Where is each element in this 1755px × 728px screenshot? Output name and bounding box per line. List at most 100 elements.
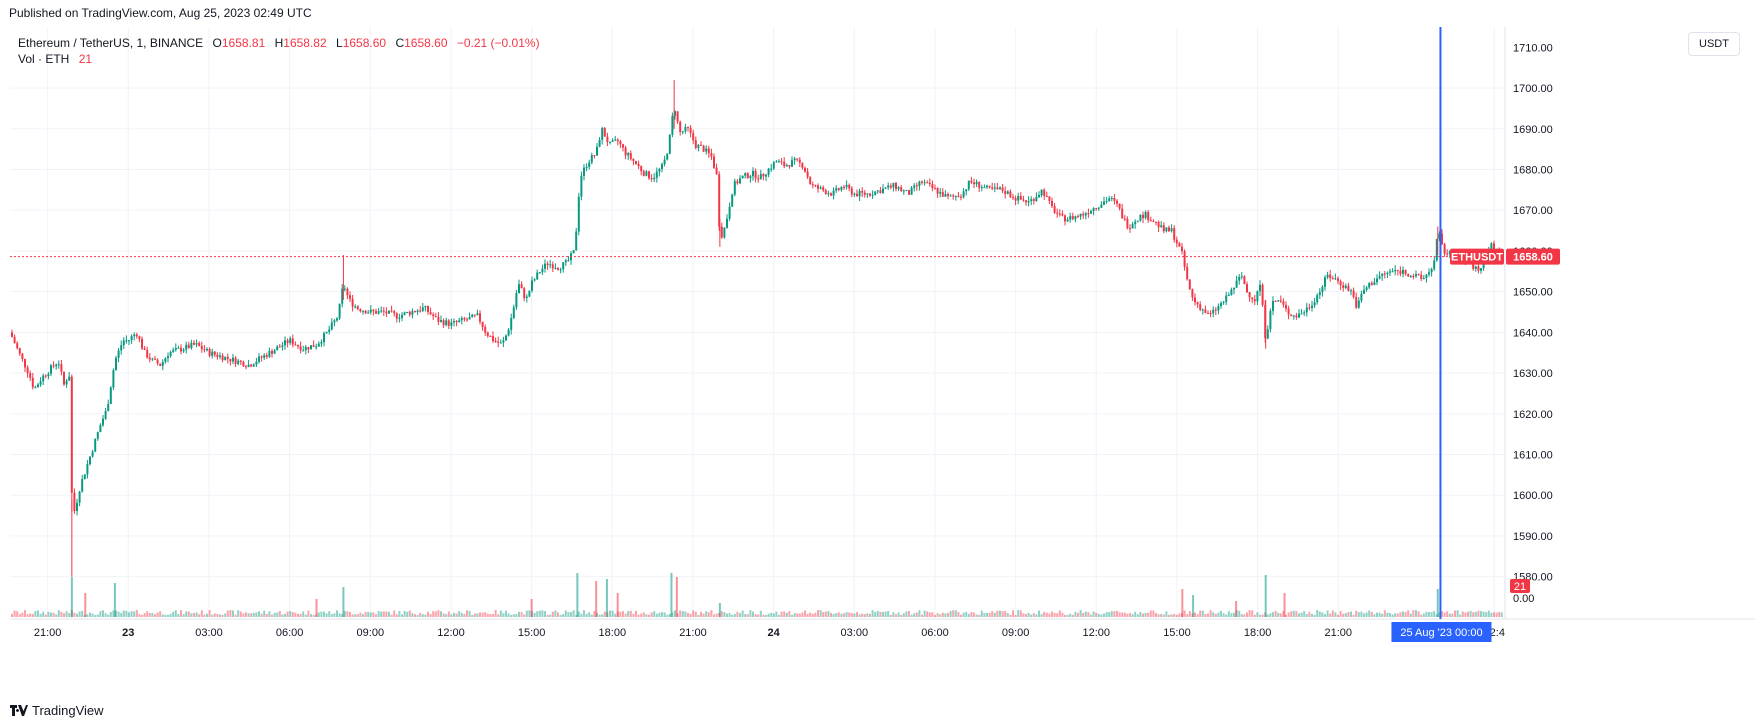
candle-body — [1269, 310, 1272, 330]
candle-body — [1092, 208, 1095, 212]
volume-bar — [1157, 614, 1160, 617]
volume-bar — [999, 610, 1001, 617]
price-axis[interactable]: 1700.001690.001680.001670.001660.001650.… — [1513, 42, 1553, 605]
candle-body — [206, 348, 208, 351]
volume-bar — [458, 611, 461, 617]
candle-body — [1277, 300, 1280, 302]
volume-bar — [1253, 614, 1256, 617]
candle-body — [609, 141, 611, 143]
candle-body — [1165, 227, 1168, 232]
candle-body — [161, 361, 164, 366]
candle-body — [637, 163, 640, 167]
currency-unit-button[interactable]: USDT — [1688, 32, 1740, 56]
candle-body — [723, 227, 726, 238]
volume-bar — [681, 611, 684, 617]
candle-body — [944, 194, 947, 197]
candle-body — [1235, 280, 1238, 288]
volume-bar — [393, 610, 396, 617]
candle-body — [871, 194, 874, 196]
volume-bar — [736, 611, 739, 617]
candle-body — [294, 344, 297, 346]
volume-bar — [1344, 613, 1347, 617]
candle-body — [549, 264, 552, 266]
volume-bar — [811, 613, 814, 617]
volume-bar — [892, 612, 895, 617]
volume-bar — [44, 614, 47, 617]
x-tick-label: 18:00 — [599, 627, 627, 639]
volume-bar — [1017, 610, 1020, 617]
candle-body — [619, 141, 622, 145]
legend-close-value: 1658.60 — [404, 36, 448, 50]
candle-body — [489, 335, 492, 337]
candle-body — [1051, 200, 1053, 207]
candle-body — [151, 358, 154, 360]
candle-body — [1407, 273, 1410, 277]
volume-bar — [1110, 611, 1113, 617]
volume-bar — [1144, 612, 1147, 617]
candle-body — [76, 502, 78, 511]
volume-bar — [185, 611, 188, 617]
candle-body — [198, 343, 201, 347]
volume-bar — [1368, 610, 1371, 617]
candle-body — [645, 171, 648, 176]
candle-body — [154, 358, 156, 360]
candle-body — [770, 168, 773, 170]
chart-frame[interactable]: 1700.001690.001680.001670.001660.001650.… — [10, 27, 1755, 693]
time-axis[interactable]: 21:00 23 03:00 06:00 09:00 12:00 15:00 18:00 21:… — [34, 627, 1505, 639]
candle-body — [791, 160, 793, 167]
volume-spike — [605, 579, 608, 617]
candle-body — [310, 345, 312, 350]
y-tick-label: 1670.00 — [1513, 205, 1553, 217]
candle-body — [289, 338, 292, 344]
candle-body — [1100, 204, 1103, 208]
volume-bar — [533, 612, 536, 617]
candle-body — [180, 347, 182, 352]
volume-bar — [78, 611, 81, 617]
candle-body — [965, 189, 968, 192]
candle-body — [1490, 243, 1493, 250]
volume-bar — [1383, 610, 1386, 617]
candle-body — [606, 136, 609, 143]
volume-bar — [554, 610, 557, 617]
volume-bar — [1381, 613, 1384, 617]
candle-body — [284, 340, 286, 346]
volume-bar — [1129, 613, 1131, 617]
volume-bar — [57, 610, 60, 617]
volume-bar — [577, 611, 580, 617]
candle-body — [928, 182, 931, 185]
candle-body — [463, 318, 466, 320]
volume-bar — [559, 614, 562, 617]
candle-body — [492, 336, 494, 341]
volume-bar — [99, 611, 102, 617]
volume-bar — [653, 611, 656, 617]
volume-bar — [1352, 614, 1355, 617]
volume-bar — [674, 610, 676, 617]
volume-bar — [666, 614, 669, 617]
candle-body — [239, 360, 242, 362]
volume-bar — [648, 614, 650, 617]
candle-body — [1253, 299, 1256, 302]
volume-bar — [336, 610, 338, 617]
volume-bar — [1194, 612, 1196, 617]
candle-body — [577, 196, 580, 232]
candle-body — [1412, 275, 1415, 277]
legend-volume-label[interactable]: Vol · ETH — [18, 52, 70, 66]
candle-body — [650, 178, 653, 180]
candle-body — [736, 181, 739, 184]
candle-body — [315, 346, 318, 348]
volume-bar — [1438, 612, 1441, 617]
legend-symbol[interactable]: Ethereum / TetherUS, 1, BINANCE — [18, 36, 204, 50]
volume-bar — [1407, 610, 1410, 617]
candle-body — [1404, 269, 1407, 274]
candle-body — [1025, 200, 1027, 203]
volume-bar — [180, 610, 182, 617]
volume-bar — [1404, 612, 1407, 617]
volume-bar — [588, 612, 591, 617]
candle-body — [926, 182, 929, 184]
candle-body — [115, 357, 117, 371]
candle-body — [343, 288, 346, 290]
candle-body — [689, 127, 692, 133]
volume-bar — [1069, 613, 1072, 617]
volume-bar — [1370, 611, 1373, 617]
volume-spike — [1283, 593, 1286, 617]
